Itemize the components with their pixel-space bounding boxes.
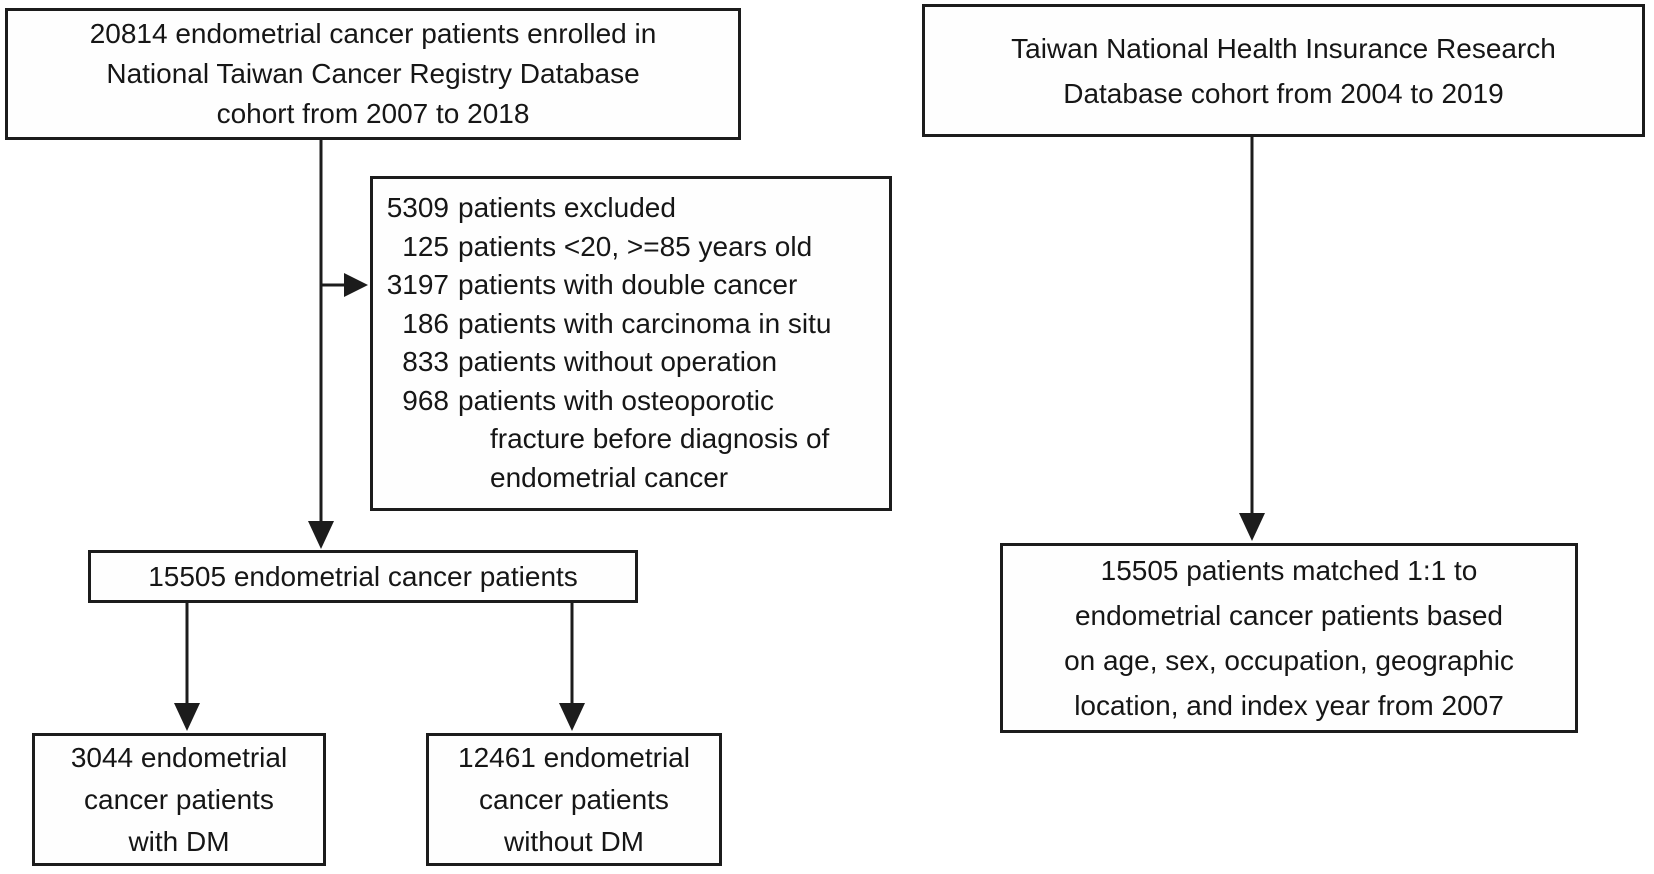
exclusion-text: patients with carcinoma in situ [458, 307, 832, 339]
exclusion-row: 5309 patients excluded [385, 189, 877, 228]
arrowhead-down-icon [174, 703, 200, 731]
exclusion-count [385, 420, 449, 459]
exclusion-count: 968 [402, 384, 449, 416]
box-exclusions: 5309 patients excluded 125 patients <20,… [370, 176, 892, 511]
box-line: Taiwan National Health Insurance Researc… [1011, 32, 1556, 64]
exclusion-row: 3197 patients with double cancer [385, 266, 877, 305]
box-ec-without-dm: 12461 endometrial cancer patients withou… [426, 733, 722, 866]
exclusion-text: patients with double cancer [458, 269, 798, 300]
exclusion-count: 3197 [386, 269, 449, 300]
box-line: cancer patients [479, 783, 669, 815]
box-line: with DM [128, 825, 230, 857]
box-registry-cohort: 20814 endometrial cancer patients enroll… [5, 8, 741, 140]
box-line: 12461 endometrial [458, 741, 690, 773]
arrowhead-down-icon [559, 703, 585, 731]
exclusion-text: endometrial cancer [490, 461, 729, 493]
box-line: 3044 endometrial [70, 741, 288, 773]
exclusion-text: patients excluded [458, 192, 676, 223]
box-line: cohort from 2007 to 2018 [216, 98, 530, 129]
box-matched-cohort: 15505 patients matched 1:1 to endometria… [1000, 543, 1578, 733]
arrowhead-down-icon [1239, 513, 1265, 541]
box-line: location, and index year from 2007 [1074, 690, 1504, 721]
exclusion-count: 125 [402, 230, 449, 262]
box-ec-cohort: 15505 endometrial cancer patients [88, 550, 638, 603]
exclusion-count: 833 [402, 346, 449, 377]
arrowhead-right-icon [344, 273, 368, 297]
exclusion-text: patients with osteoporotic [458, 384, 774, 416]
box-line: 20814 endometrial cancer patients enroll… [89, 18, 657, 49]
box-line: 15505 endometrial cancer patients [148, 560, 578, 592]
box-line: endometrial cancer patients based [1074, 600, 1504, 631]
box-line: Database cohort from 2004 to 2019 [1063, 77, 1504, 109]
box-line: cancer patients [84, 783, 274, 815]
arrowhead-down-icon [308, 521, 334, 549]
exclusion-text: patients <20, >=85 years old [458, 230, 813, 262]
box-line: National Taiwan Cancer Registry Database [106, 58, 640, 89]
box-line: without DM [503, 825, 645, 857]
exclusion-count: 186 [402, 307, 449, 339]
exclusion-row: 125 patients <20, >=85 years old [385, 228, 877, 267]
exclusion-row: 833 patients without operation [385, 343, 877, 382]
exclusion-count: 5309 [386, 192, 449, 223]
exclusion-row: fracture before diagnosis of [385, 420, 877, 459]
box-nhird-cohort: Taiwan National Health Insurance Researc… [922, 4, 1645, 137]
exclusion-row: 968 patients with osteoporotic [385, 382, 877, 421]
exclusion-text: fracture before diagnosis of [490, 423, 830, 454]
exclusion-row: 186 patients with carcinoma in situ [385, 305, 877, 344]
box-ec-with-dm: 3044 endometrial cancer patients with DM [32, 733, 326, 866]
exclusion-row: endometrial cancer [385, 459, 877, 498]
box-line: on age, sex, occupation, geographic [1064, 645, 1514, 676]
exclusion-text: patients without operation [458, 346, 778, 377]
exclusion-count [385, 459, 449, 498]
box-line: 15505 patients matched 1:1 to [1100, 555, 1478, 586]
